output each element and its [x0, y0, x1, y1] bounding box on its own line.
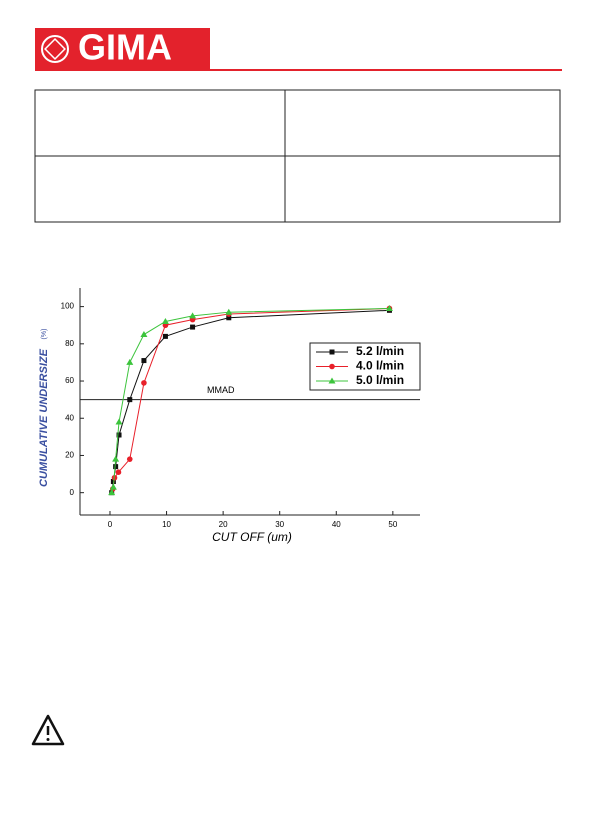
y-axis-unit: (%) — [41, 329, 48, 340]
legend-label: 5.0 l/min — [356, 373, 404, 387]
logo-emblem — [41, 35, 69, 63]
legend-marker — [329, 349, 335, 355]
marker — [109, 483, 117, 490]
marker — [127, 397, 133, 403]
series-line — [111, 307, 390, 493]
legend-marker — [329, 363, 335, 370]
logo-text: GIMA — [78, 27, 172, 68]
x-tick-label: 20 — [219, 520, 228, 529]
y-tick-label: 80 — [65, 339, 74, 348]
marker — [115, 418, 123, 425]
x-tick-label: 0 — [108, 520, 113, 529]
marker — [115, 469, 122, 476]
marker — [126, 358, 134, 365]
y-tick-label: 20 — [65, 451, 74, 460]
marker — [108, 489, 116, 496]
y-tick-label: 0 — [70, 488, 75, 497]
y-tick-label: 40 — [65, 413, 74, 422]
marker — [226, 315, 232, 321]
marker — [141, 358, 147, 364]
marker — [385, 304, 393, 311]
x-tick-label: 10 — [162, 520, 171, 529]
marker — [162, 333, 168, 339]
x-axis-label: CUT OFF (um) — [212, 530, 292, 544]
marker — [140, 331, 148, 338]
warning-icon-dot — [46, 738, 50, 741]
marker — [161, 317, 169, 324]
marker — [113, 464, 119, 470]
marker — [189, 312, 197, 319]
x-tick-label: 30 — [275, 520, 284, 529]
legend-label: 5.2 l/min — [356, 344, 404, 358]
y-axis-label: CUMULATIVE UNDERSIZE — [38, 348, 50, 487]
legend-label: 4.0 l/min — [356, 359, 404, 373]
x-tick-label: 40 — [332, 520, 341, 529]
marker — [126, 456, 133, 462]
legend-marker — [328, 377, 336, 384]
x-tick-label: 50 — [388, 520, 397, 529]
marker — [141, 380, 147, 386]
marker — [225, 308, 233, 315]
marker — [116, 432, 122, 438]
warning-icon — [31, 714, 65, 746]
reference-label: MMAD — [207, 385, 235, 395]
y-tick-label: 60 — [65, 376, 74, 385]
chart-area — [30, 285, 425, 555]
logo-emblem-diamond — [44, 38, 66, 60]
y-tick-label: 100 — [61, 302, 75, 311]
marker — [190, 324, 196, 330]
marker — [112, 455, 120, 462]
